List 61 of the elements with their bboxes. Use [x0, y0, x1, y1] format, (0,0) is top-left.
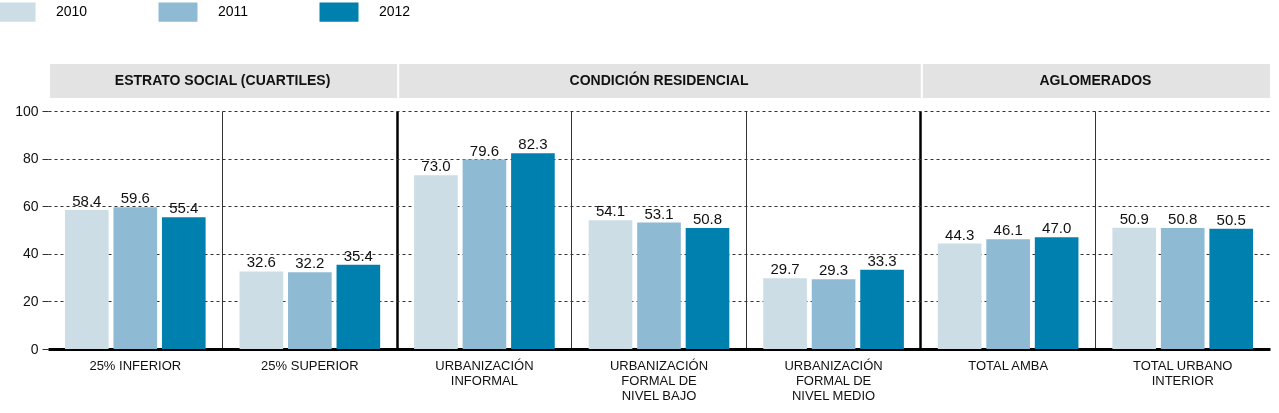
y-tick-label: 0: [30, 340, 39, 357]
y-tick-label: 20: [22, 292, 39, 309]
bar: [986, 239, 1030, 349]
bar: [113, 207, 158, 349]
bar: [1209, 228, 1254, 349]
y-tick-label: 80: [22, 150, 39, 167]
text: ESTRATO SOCIAL (CUARTILES): [114, 72, 331, 88]
data-label: 44.3: [945, 225, 975, 243]
bar: [239, 271, 284, 349]
x-tick-label: 25% INFERIOR: [89, 357, 182, 373]
data-label: 50.5: [1216, 210, 1246, 228]
data-label: 46.1: [993, 221, 1023, 239]
legend-label: 2010: [56, 3, 88, 20]
x-tick-label: URBANIZACIÓN FORMAL DE NIVEL MEDIO: [784, 357, 883, 403]
x-tick-label: TOTAL AMBA: [968, 357, 1049, 373]
data-label: 29.3: [818, 261, 849, 279]
bar: [860, 269, 904, 349]
data-label: 50.8: [692, 210, 723, 228]
bar: [637, 222, 681, 349]
data-label: 73.0: [421, 157, 451, 175]
bar: [161, 217, 206, 349]
legend-label: 2012: [379, 3, 411, 20]
data-label: 33.3: [867, 251, 897, 269]
data-label: 29.7: [770, 260, 800, 278]
data-label: 47.0: [1042, 219, 1072, 237]
data-label: 59.6: [120, 189, 150, 207]
data-label: 35.4: [343, 246, 373, 264]
legend-label: 2011: [218, 3, 249, 20]
bar: [763, 278, 807, 349]
bar: [588, 220, 633, 349]
text: CONDICIÓN RESIDENCIAL: [569, 71, 749, 88]
bar: [511, 153, 555, 349]
bar: [336, 264, 381, 349]
bar: [1034, 237, 1079, 349]
data-label: 53.1: [644, 204, 674, 222]
bar: [811, 279, 856, 349]
data-label: 32.2: [295, 254, 325, 272]
x-tick-label: 25% SUPERIOR: [261, 357, 359, 373]
bar: [414, 175, 458, 349]
data-label: 55.4: [169, 199, 199, 217]
data-label: 54.1: [595, 202, 626, 220]
y-tick-label: 100: [15, 102, 39, 119]
y-tick-label: 40: [22, 245, 39, 262]
data-label: 58.4: [72, 192, 102, 210]
bar: [937, 243, 982, 349]
x-tick-label: URBANIZACIÓN FORMAL DE NIVEL BAJO: [609, 357, 709, 403]
x-tick-label: URBANIZACIÓN INFORMAL: [435, 357, 534, 388]
data-label: 32.6: [246, 253, 276, 271]
bar: [1112, 227, 1157, 349]
data-label: 50.9: [1119, 209, 1149, 227]
bar: [64, 210, 109, 349]
bar: [462, 159, 507, 349]
data-label: 50.8: [1168, 210, 1198, 228]
y-tick-label: 60: [22, 197, 39, 214]
text: AGLOMERADOS: [1039, 72, 1152, 88]
bar: [685, 228, 730, 349]
bar: [1160, 228, 1205, 349]
x-tick-label: TOTAL URBANO INTERIOR: [1132, 357, 1233, 388]
bar: [288, 272, 332, 349]
data-label: 82.3: [518, 135, 548, 153]
data-label: 79.6: [469, 141, 500, 159]
